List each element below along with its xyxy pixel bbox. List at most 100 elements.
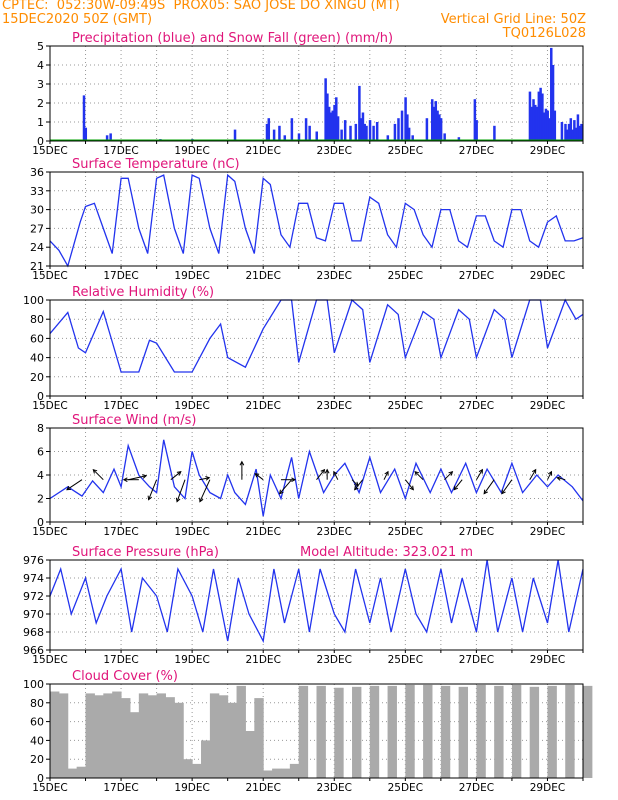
wind-arrow [92, 469, 104, 481]
series-line [49, 559, 584, 644]
cloud-bar [494, 685, 504, 778]
wind-arrow [279, 479, 293, 495]
x-tick-label: 19DEC [174, 654, 209, 666]
wind-arrow [475, 469, 483, 480]
wind-arrow-head [409, 485, 414, 491]
x-tick-label: 19DEC [174, 526, 209, 538]
precip-bar [539, 87, 542, 141]
cloud-bar [103, 693, 113, 778]
x-tick-label: 17DEC [103, 400, 138, 412]
x-tick-label: 27DEC [459, 270, 494, 282]
y-tick-label: 968 [23, 626, 44, 639]
panel-frame [49, 171, 584, 267]
x-tick-label: 25DEC [388, 782, 423, 794]
x-tick-label: 29DEC [530, 526, 565, 538]
cloud-bar [76, 766, 87, 778]
x-tick-label: 25DEC [388, 400, 423, 412]
cloud-bar [156, 693, 166, 778]
precip-bar [290, 118, 294, 141]
x-tick-label: 21DEC [245, 145, 280, 157]
precip-bar [267, 118, 271, 141]
y-tick-label: 8 [37, 422, 44, 435]
x-tick-label: 29DEC [530, 270, 565, 282]
wind-arrow-head [453, 485, 459, 491]
series-line [49, 298, 584, 373]
cloud-bar [405, 684, 415, 778]
cloud-bar [583, 685, 593, 778]
x-tick-label: 15DEC [32, 782, 67, 794]
x-tick-label: 29DEC [530, 400, 565, 412]
wind-arrow [444, 471, 453, 481]
x-tick-label: 19DEC [174, 145, 209, 157]
precip-bar [109, 133, 112, 141]
wind-arrow-head [324, 468, 330, 474]
wind-arrow-head [254, 473, 260, 478]
precip-bar [542, 112, 546, 141]
y-tick-label: 36 [30, 166, 44, 179]
x-tick-label: 27DEC [459, 145, 494, 157]
x-tick-label: 23DEC [317, 654, 352, 666]
precip-bar [580, 123, 583, 141]
y-tick-label: 0 [37, 135, 44, 148]
wind-arrow-head [320, 468, 326, 474]
precip-bar [457, 137, 461, 141]
panel-title: Cloud Cover (%) [72, 669, 178, 684]
y-tick-label: 0 [37, 772, 44, 785]
x-tick-label: 15DEC [32, 270, 67, 282]
precip-bar [304, 118, 308, 141]
y-tick-label: 966 [23, 644, 44, 657]
cloud-bar [58, 693, 69, 778]
y-tick-label: 20 [30, 371, 44, 384]
x-tick-label: 19DEC [174, 782, 209, 794]
precip-bar [473, 99, 477, 141]
precip-bar [233, 129, 237, 141]
precip-bar [397, 118, 400, 141]
x-tick-label: 27DEC [459, 782, 494, 794]
panel-0 [46, 45, 584, 144]
wind-arrow [414, 471, 424, 481]
y-tick-label: 60 [30, 716, 44, 729]
x-tick-label: 27DEC [459, 400, 494, 412]
precip-bar [436, 110, 439, 141]
x-tick-label: 23DEC [317, 526, 352, 538]
precip-bar [82, 95, 86, 141]
precip-bar [443, 133, 446, 141]
y-tick-label: 40 [30, 734, 44, 747]
panel-3 [46, 427, 584, 525]
cloud-bar [511, 684, 522, 778]
y-tick-label: 24 [30, 241, 44, 254]
wind-arrow [148, 479, 158, 500]
panel-4 [46, 559, 584, 653]
precip-bar [358, 85, 361, 141]
precip-bar [546, 110, 549, 141]
wind-arrow [354, 479, 364, 491]
x-tick-label: 23DEC [317, 145, 352, 157]
wind-arrow-head [291, 477, 297, 483]
panel-title: Surface Wind (m/s) [72, 413, 196, 428]
x-tick-label: 21DEC [245, 526, 280, 538]
x-tick-label: 21DEC [245, 400, 280, 412]
cloud-bar [458, 686, 469, 778]
precip-bar [439, 118, 443, 141]
y-tick-label: 80 [30, 313, 44, 326]
x-tick-label: 23DEC [317, 782, 352, 794]
precip-bar [541, 93, 544, 141]
precip-bar [272, 129, 276, 141]
panel-title: Surface Pressure (hPa) [72, 545, 219, 560]
wind-arrow-head [384, 470, 389, 476]
series-line [49, 173, 584, 268]
precip-bar [411, 135, 414, 141]
cloud-bar [334, 687, 344, 778]
precip-bar [365, 125, 368, 141]
precip-bar [574, 127, 578, 141]
precip-bar [566, 129, 569, 141]
panel-title: Precipitation (blue) and Snow Fall (gree… [72, 31, 393, 46]
x-tick-label: 17DEC [103, 145, 138, 157]
x-tick-label: 29DEC [530, 782, 565, 794]
wind-arrow-head [547, 470, 553, 476]
precip-bar [400, 110, 404, 141]
precip-bar [329, 112, 333, 141]
wind-arrow-head [501, 489, 506, 495]
cloud-bar [192, 763, 202, 778]
